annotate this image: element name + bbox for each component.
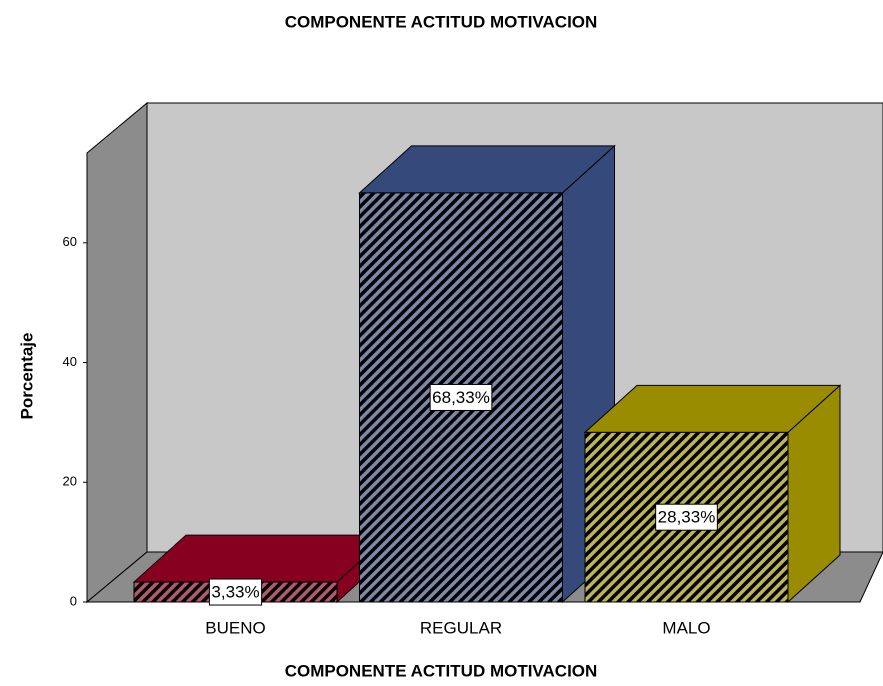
y-tick-label: 40 <box>63 354 77 369</box>
value-label: 3,33% <box>211 583 259 602</box>
value-label: 28,33% <box>658 508 716 527</box>
value-label: 68,33% <box>432 388 490 407</box>
x-tick-label: BUENO <box>205 618 265 637</box>
x-axis-title: COMPONENTE ACTITUD MOTIVACION <box>285 661 598 680</box>
y-axis-title: Porcentaje <box>17 333 36 420</box>
value-label-box <box>655 503 718 531</box>
value-label-box <box>208 578 263 606</box>
x-tick-label: REGULAR <box>420 618 502 637</box>
x-tick-label: MALO <box>662 618 710 637</box>
side-wall <box>86 101 148 604</box>
y-tick-label: 60 <box>63 234 77 249</box>
y-tick-label: 0 <box>70 593 77 608</box>
y-tick-label: 20 <box>63 474 77 489</box>
value-label-box <box>429 383 493 411</box>
chart-title: COMPONENTE ACTITUD MOTIVACION <box>285 12 598 31</box>
